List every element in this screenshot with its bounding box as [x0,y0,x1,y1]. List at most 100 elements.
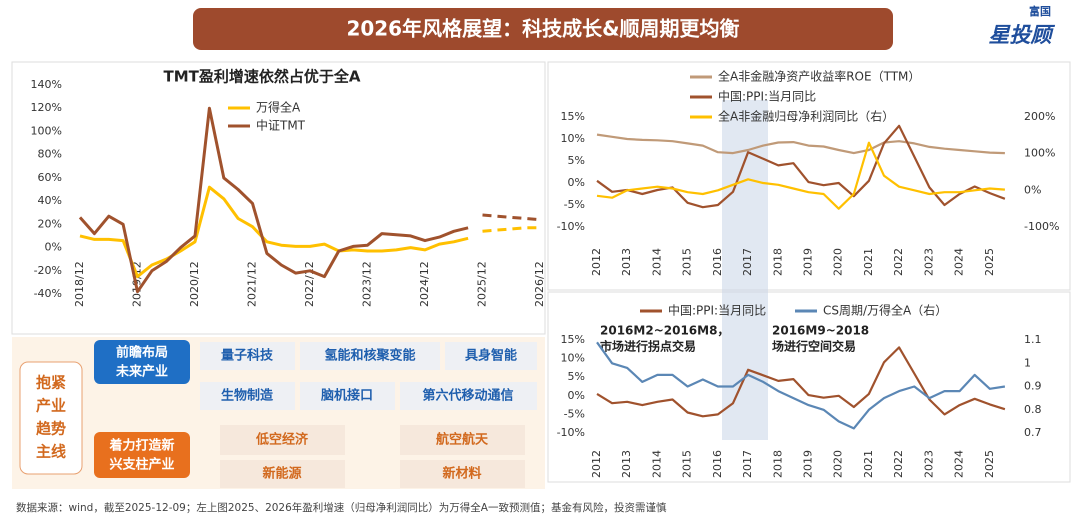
x-tick-label: 2015 [681,248,694,276]
theme-text: 抱紧 [36,374,66,392]
tile [300,382,395,410]
tile [400,425,525,455]
chart-frame [547,61,1071,291]
tile [220,425,345,455]
chart-frame [547,291,1071,483]
tile-text: 新能源 [262,466,301,482]
y-tick-label: 120% [31,101,62,114]
logo-top: 富国 [1029,4,1051,18]
x-tick-label: 2023 [922,248,935,276]
x-tick-label: 2016 [711,450,724,478]
annotation: 场进行空间交易 [772,339,856,354]
y-tick-label: 60% [38,171,62,184]
legend-label: 中国:PPI:当月同比 [718,89,816,104]
x-tick-label: 2016 [711,248,724,276]
legend-label: 全A非金融净资产收益率ROE（TTM） [718,69,920,84]
x-tick-label: 2014 [650,450,663,478]
y-tick-label: 10% [561,352,585,365]
x-tick-label: 2012 [590,248,603,276]
y-tick-label: 20% [38,217,62,230]
y-tick-label: 80% [38,148,62,161]
y-tick-label: 140% [31,78,62,91]
theme-text: 产业 [36,397,66,415]
y-tick-label: 15% [561,110,585,123]
x-tick-label: 2026/12 [533,261,546,307]
tile [200,342,295,370]
x-tick-label: 2021/12 [246,261,259,307]
y-tick-label: 5% [568,154,585,167]
x-tick-label: 2025/12 [476,261,489,307]
group-label: 未来产业 [115,364,168,380]
x-tick-label: 2021 [862,248,875,276]
annotation: 2016M9~2018 [772,324,869,338]
y2-tick-label: 0.9 [1024,380,1042,393]
x-tick-label: 2014 [650,248,663,276]
series-line [596,346,1006,418]
series-line [596,133,1005,155]
legend-label: 中国:PPI:当月同比 [668,303,766,318]
y-tick-label: 15% [561,333,585,346]
x-tick-label: 2020/12 [188,261,201,307]
x-tick-label: 2024 [953,248,966,276]
legend-label: 中证TMT [256,118,306,133]
y-tick-label: 40% [38,194,62,207]
theme-text: 趋势 [36,420,66,438]
x-tick-label: 2015 [681,450,694,478]
y-tick-label: -40% [34,287,62,300]
x-tick-label: 2022 [892,450,905,478]
y2-tick-label: 0% [1024,183,1041,196]
y-tick-label: 10% [561,132,585,145]
y-tick-label: -10% [557,426,585,439]
x-tick-label: 2023 [922,450,935,478]
group-label: 着力打造新 [108,438,174,454]
y2-tick-label: 1.1 [1024,333,1042,346]
tile [400,460,525,488]
y-tick-label: 5% [568,370,585,383]
x-tick-label: 2024/12 [418,261,431,307]
tile-text: 量子科技 [221,348,274,364]
group-box [94,432,190,478]
tile [200,382,295,410]
x-tick-label: 2025 [983,450,996,478]
legend-label: 万得全A [256,100,301,115]
y2-tick-label: 1 [1024,356,1031,369]
y2-tick-label: 200% [1024,110,1055,123]
group-box [94,340,190,384]
x-tick-label: 2013 [620,248,633,276]
y-tick-label: -5% [564,407,585,420]
y-tick-label: 0% [45,241,62,254]
footer: 数据来源：wind，截至2025-12-09；左上图2025、2026年盈利增速… [16,501,667,514]
y2-tick-label: 0.8 [1024,403,1042,416]
x-tick-label: 2022 [892,248,905,276]
tile [400,382,537,410]
tiles: 量子科技 氢能和核聚变能 具身智能 生物制造 脑机接口 第六代移动通信 低空经济… [200,342,537,488]
theme-text: 主线 [36,443,66,461]
tile-text: 具身智能 [465,348,517,364]
x-tick-label: 2019 [802,450,815,478]
annotation: 2016M2~2016M8， [600,324,729,338]
logo-main: 星投顾 [989,23,1056,47]
y-tick-label: -5% [564,198,585,211]
chart-frame [11,61,546,335]
x-tick-label: 2013 [620,450,633,478]
x-tick-label: 2018 [771,450,784,478]
x-tick-label: 2019 [802,248,815,276]
y-tick-label: -20% [34,264,62,277]
x-tick-label: 2018 [771,248,784,276]
x-tick-label: 2022/12 [303,261,316,307]
tile [445,342,537,370]
tile-text: 氢能和核聚变能 [324,348,415,364]
y-tick-label: 0% [568,389,585,402]
theme-box [19,361,83,475]
series-line [78,106,469,294]
tile-text: 第六代移动通信 [422,388,513,404]
x-tick-label: 2024 [953,450,966,478]
series-line [482,226,540,233]
x-tick-label: 2020 [832,248,845,276]
x-tick-label: 2017 [741,450,754,478]
page-title: 2026年风格展望：科技成长&顺周期更均衡 [346,17,739,41]
x-tick-label: 2023/12 [361,261,374,307]
legend-label: 全A非金融归母净利润同比（右） [718,109,894,124]
x-tick-label: 2021 [862,450,875,478]
tile-text: 新材料 [442,466,481,482]
